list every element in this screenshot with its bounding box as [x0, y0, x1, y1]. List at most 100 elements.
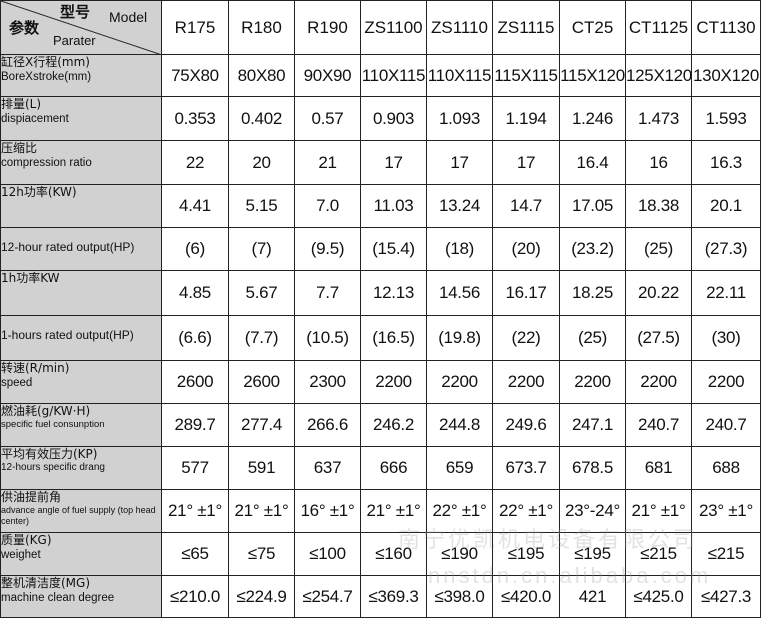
row-label-en: specific fuel consunption [1, 418, 105, 430]
row-label-cn: 1h功率KW [1, 271, 60, 286]
table-row: 平均有效压力(KP) 12-hours specific drang 577 59… [0, 446, 761, 490]
value-cell: (9.5) [294, 227, 361, 271]
row-label-compression-ratio: 压缩比 compression ratio [0, 140, 162, 185]
model-header: ZS1100 [360, 0, 427, 55]
value-cell: (23.2) [559, 227, 626, 271]
row-label-en: speed [1, 376, 33, 389]
value-cell: 2200 [360, 360, 427, 404]
value-cell: 240.7 [625, 403, 692, 447]
table-row: 1h功率KW 4.85 5.67 7.7 12.13 14.56 16.17 1… [0, 270, 761, 316]
row-label-cn: 压缩比 [1, 141, 38, 156]
row-label-en: BoreXstroke(mm) [1, 70, 92, 83]
table-row: 质量(KG) weighet ≤65 ≤75 ≤100 ≤160 ≤190 ≤19… [0, 532, 761, 576]
value-cell: 591 [228, 446, 295, 490]
value-cell: 577 [161, 446, 229, 490]
value-cell: ≤427.3 [691, 575, 761, 618]
value-cell: ≤398.0 [426, 575, 493, 618]
value-cell: 21° ±1° [228, 489, 295, 533]
value-cell: 13.24 [426, 184, 493, 228]
row-label-cn: 转速(R/min) [1, 361, 70, 376]
row-label-injection-advance: 供油提前角 advance angle of fuel supply (top h… [0, 489, 162, 533]
value-cell: (27.3) [691, 227, 761, 271]
value-cell: 18.25 [559, 270, 626, 316]
value-cell: (27.5) [625, 315, 692, 361]
value-cell: ≤195 [559, 532, 626, 576]
value-cell: 289.7 [161, 403, 229, 447]
value-cell: 688 [691, 446, 761, 490]
value-cell: ≤190 [426, 532, 493, 576]
value-cell: 17 [360, 140, 427, 185]
value-cell: 1.593 [691, 96, 761, 141]
row-label-cn: 燃油耗(g/KW·H) [1, 404, 91, 419]
value-cell: 75X80 [161, 54, 229, 97]
table-row: 缸径X行程(mm) BoreXstroke(mm) 75X80 80X80 90X… [0, 54, 761, 97]
value-cell: ≤215 [691, 532, 761, 576]
row-label-cleanliness: 整机清洁度(MG) machine clean degree [0, 575, 162, 618]
row-label-cn: 供油提前角 [1, 490, 62, 505]
row-label-cn: 质量(KG) [1, 533, 52, 548]
value-cell: ≤369.3 [360, 575, 427, 618]
table-row: 压缩比 compression ratio 22 20 21 17 17 17 1… [0, 140, 761, 185]
value-cell: 16° ±1° [294, 489, 361, 533]
row-label-en: weighet [1, 548, 41, 561]
value-cell: (22) [492, 315, 560, 361]
value-cell: 7.7 [294, 270, 361, 316]
value-cell: 247.1 [559, 403, 626, 447]
value-cell: 115X115 [492, 54, 560, 97]
value-cell: (25) [559, 315, 626, 361]
value-cell: 21 [294, 140, 361, 185]
value-cell: 1.093 [426, 96, 493, 141]
corner-header-cell: 型号 Model 参数 Parater [0, 0, 162, 55]
row-label-12h-power: 12h功率(KW) [0, 184, 162, 228]
value-cell: 7.0 [294, 184, 361, 228]
value-cell: (30) [691, 315, 761, 361]
value-cell: 16 [625, 140, 692, 185]
value-cell: (20) [492, 227, 560, 271]
param-label-cn: 参数 [9, 19, 40, 37]
row-label-cn: 排量(L) [1, 97, 42, 112]
row-label-weight: 质量(KG) weighet [0, 532, 162, 576]
value-cell: 249.6 [492, 403, 560, 447]
model-header: CT1130 [691, 0, 761, 55]
table-row: 排量(L) dispiacement 0.353 0.402 0.57 0.903… [0, 96, 761, 141]
value-cell: ≤75 [228, 532, 295, 576]
value-cell: 17.05 [559, 184, 626, 228]
value-cell: 678.5 [559, 446, 626, 490]
value-cell: 22° ±1° [492, 489, 560, 533]
row-label-cn: 12h功率(KW) [1, 185, 77, 200]
row-label-cn: 平均有效压力(KP) [1, 447, 98, 462]
value-cell: ≤210.0 [161, 575, 229, 618]
row-label-en: 12-hour rated output(HP) [1, 240, 135, 254]
value-cell: ≤224.9 [228, 575, 295, 618]
value-cell: 130X120 [691, 54, 761, 97]
table-row: 12-hour rated output(HP) (6) (7) (9.5) (… [0, 227, 761, 271]
row-label-displacement: 排量(L) dispiacement [0, 96, 162, 141]
value-cell: 266.6 [294, 403, 361, 447]
table-row: 整机清洁度(MG) machine clean degree ≤210.0 ≤22… [0, 575, 761, 618]
row-label-en: dispiacement [1, 112, 69, 125]
row-label-en: compression ratio [1, 156, 92, 169]
row-label-en: machine clean degree [1, 591, 115, 604]
value-cell: (19.8) [426, 315, 493, 361]
row-label-1h-hp: 1-hours rated output(HP) [0, 315, 162, 361]
row-label-en: advance angle of fuel supply (top head c… [1, 504, 156, 526]
row-label-bore-stroke: 缸径X行程(mm) BoreXstroke(mm) [0, 54, 162, 97]
value-cell: ≤100 [294, 532, 361, 576]
value-cell: (10.5) [294, 315, 361, 361]
value-cell: 240.7 [691, 403, 761, 447]
row-label-fuel-consumption: 燃油耗(g/KW·H) specific fuel consunption [0, 403, 162, 447]
value-cell: ≤215 [625, 532, 692, 576]
value-cell: 17 [492, 140, 560, 185]
value-cell: 90X90 [294, 54, 361, 97]
value-cell: 2300 [294, 360, 361, 404]
table-row: 供油提前角 advance angle of fuel supply (top h… [0, 489, 761, 533]
value-cell: 0.57 [294, 96, 361, 141]
value-cell: ≤160 [360, 532, 427, 576]
value-cell: 20.22 [625, 270, 692, 316]
value-cell: 23°-24° [559, 489, 626, 533]
row-label-12h-hp: 12-hour rated output(HP) [0, 227, 162, 271]
value-cell: 637 [294, 446, 361, 490]
value-cell: 1.194 [492, 96, 560, 141]
value-cell: 2200 [559, 360, 626, 404]
